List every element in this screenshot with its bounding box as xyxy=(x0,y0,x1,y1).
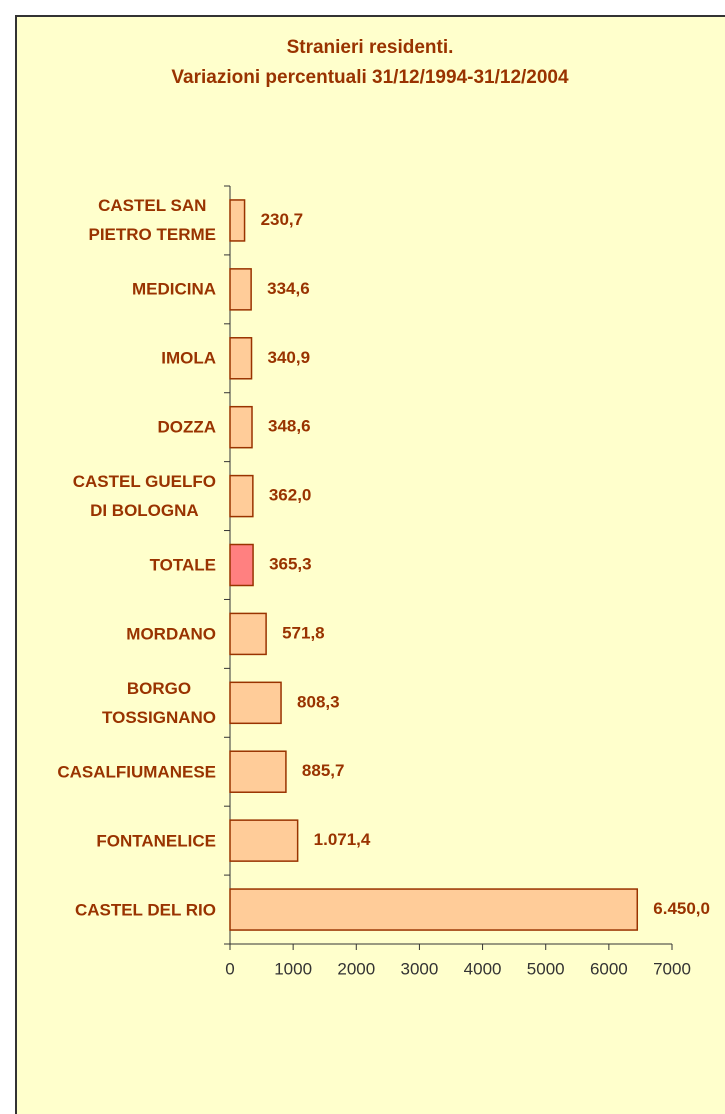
category-text: MEDICINA xyxy=(131,279,216,299)
x-tick-label: 6000 xyxy=(590,959,628,978)
x-tick-label: 0 xyxy=(225,959,234,978)
chart-frame xyxy=(15,15,725,1114)
bar xyxy=(229,750,287,793)
value-label: 885,7 xyxy=(302,761,345,780)
bar xyxy=(229,199,246,242)
category-text: DOZZA xyxy=(157,417,216,437)
y-tick-label: MORDANO xyxy=(126,619,216,648)
value-label: 348,6 xyxy=(268,417,311,436)
bar xyxy=(229,474,254,518)
bar xyxy=(229,681,282,725)
category-text: MORDANO xyxy=(126,624,216,644)
bar xyxy=(229,819,299,862)
value-label: 362,0 xyxy=(269,486,312,505)
y-tick-label: DOZZA xyxy=(157,413,216,442)
chart-title: Stranieri residenti. Variazioni percentu… xyxy=(171,37,569,88)
y-tick-label: CASTEL SAN PIETRO TERME xyxy=(88,191,216,249)
value-label: 571,8 xyxy=(282,623,325,642)
category-text: BORGO TOSSIGNANO xyxy=(102,678,216,727)
x-tick-label: 1000 xyxy=(274,959,312,978)
category-text: CASALFIUMANESE xyxy=(57,762,216,782)
x-tick-label: 5000 xyxy=(527,959,565,978)
category-text: FONTANELICE xyxy=(96,831,216,851)
y-tick-label: TOTALE xyxy=(150,551,216,580)
x-tick-label: 3000 xyxy=(401,959,439,978)
bar xyxy=(229,612,267,656)
bar xyxy=(229,337,253,380)
value-label: 365,3 xyxy=(269,554,312,573)
bar xyxy=(229,268,252,311)
value-label: 334,6 xyxy=(267,279,310,298)
x-tick-label: 2000 xyxy=(337,959,375,978)
value-label: 808,3 xyxy=(297,692,340,711)
y-tick-label: BORGO TOSSIGNANO xyxy=(102,674,216,732)
value-label: 230,7 xyxy=(261,210,304,229)
y-tick-label: CASTEL DEL RIO xyxy=(75,895,216,924)
category-text: CASTEL SAN PIETRO TERME xyxy=(88,196,216,245)
category-text: CASTEL GUELFO DI BOLOGNA xyxy=(72,472,216,521)
y-tick-label: CASTEL GUELFO DI BOLOGNA xyxy=(73,467,216,525)
x-tick-label: 4000 xyxy=(464,959,502,978)
x-tick-label: 7000 xyxy=(653,959,691,978)
bar xyxy=(229,405,253,449)
category-text: CASTEL DEL RIO xyxy=(74,900,216,920)
category-text: IMOLA xyxy=(161,348,216,368)
y-tick-label: CASALFIUMANESE xyxy=(57,757,216,786)
bar xyxy=(229,543,254,587)
value-label: 340,9 xyxy=(268,348,311,367)
value-label: 6.450,0 xyxy=(653,899,710,918)
bar xyxy=(229,888,639,931)
category-text: TOTALE xyxy=(149,555,216,575)
y-tick-label: IMOLA xyxy=(161,344,216,373)
y-tick-label: MEDICINA xyxy=(132,275,216,304)
value-label: 1.071,4 xyxy=(314,830,371,849)
y-tick-label: FONTANELICE xyxy=(96,826,216,855)
